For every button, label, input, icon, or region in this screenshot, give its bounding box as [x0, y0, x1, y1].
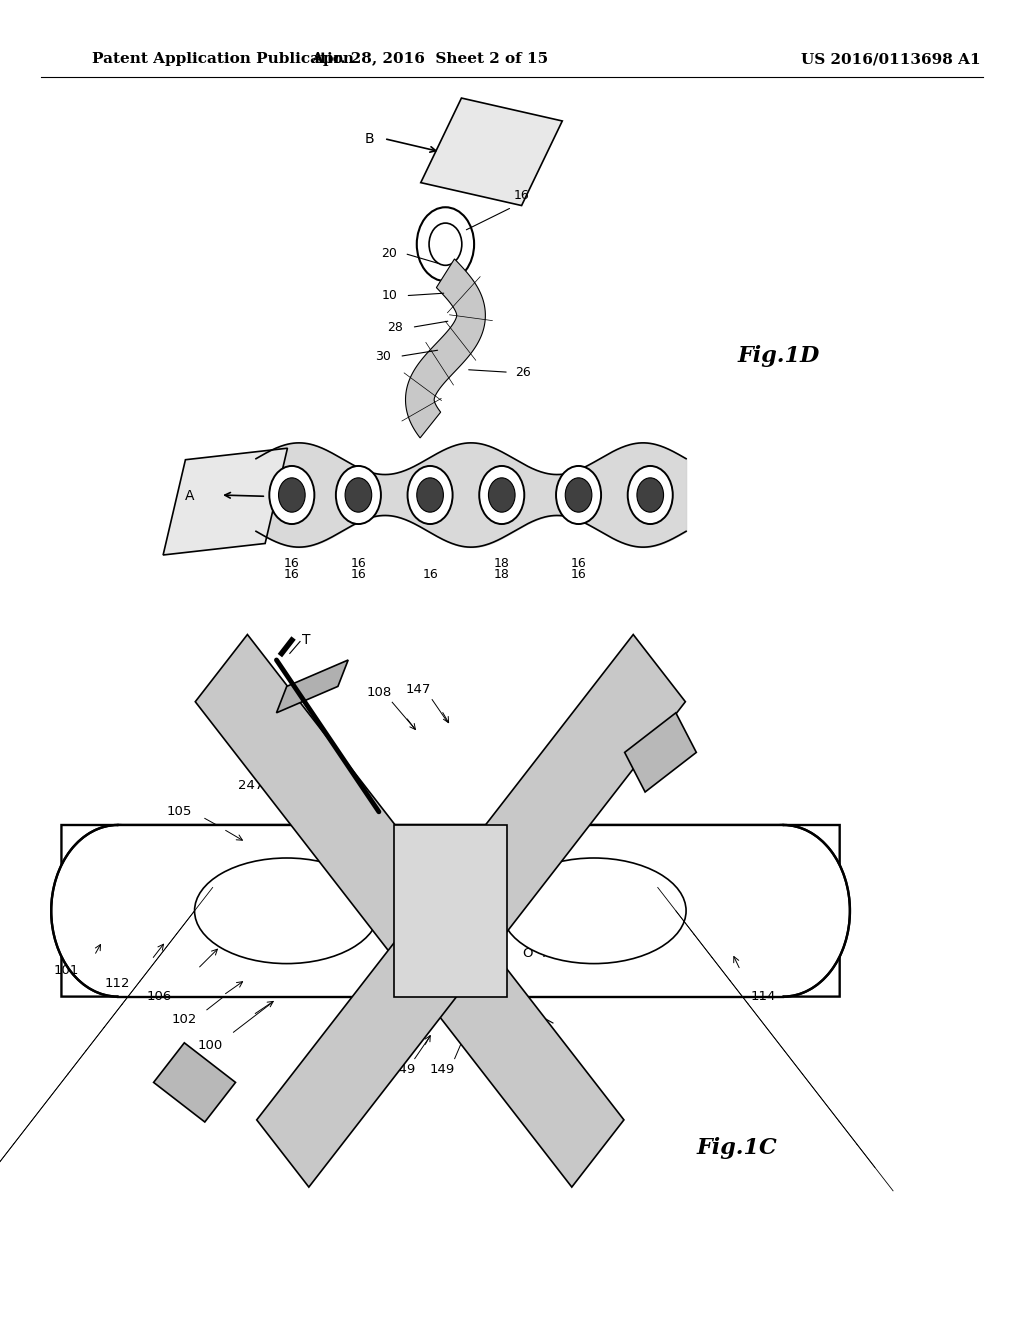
Text: Fig.1C: Fig.1C — [696, 1138, 777, 1159]
Circle shape — [429, 223, 462, 265]
Text: Patent Application Publication: Patent Application Publication — [92, 53, 354, 66]
Text: 10: 10 — [381, 289, 397, 302]
Text: O: O — [522, 946, 532, 960]
Text: 16: 16 — [570, 557, 587, 570]
Text: 18: 18 — [494, 568, 510, 581]
Polygon shape — [406, 259, 485, 438]
Circle shape — [479, 466, 524, 524]
Text: 149: 149 — [430, 1063, 455, 1076]
Text: 147: 147 — [406, 682, 430, 696]
Text: 114: 114 — [751, 990, 775, 1003]
Text: 30: 30 — [375, 350, 391, 363]
Polygon shape — [276, 660, 348, 713]
Polygon shape — [421, 98, 562, 206]
Polygon shape — [625, 713, 696, 792]
Polygon shape — [163, 449, 288, 554]
Circle shape — [51, 825, 184, 997]
Circle shape — [345, 478, 372, 512]
Ellipse shape — [502, 858, 686, 964]
Text: 16: 16 — [350, 557, 367, 570]
Circle shape — [488, 478, 515, 512]
Text: 16: 16 — [422, 568, 438, 581]
Text: US 2016/0113698 A1: US 2016/0113698 A1 — [801, 53, 981, 66]
FancyBboxPatch shape — [394, 825, 507, 997]
Text: 102: 102 — [172, 1012, 197, 1026]
Text: 16: 16 — [284, 568, 300, 581]
Text: 249: 249 — [390, 1063, 415, 1076]
Circle shape — [628, 466, 673, 524]
Text: Apr. 28, 2016  Sheet 2 of 15: Apr. 28, 2016 Sheet 2 of 15 — [311, 53, 549, 66]
Circle shape — [417, 478, 443, 512]
Text: 104: 104 — [608, 713, 633, 726]
Text: 105: 105 — [167, 805, 191, 818]
Text: T: T — [302, 634, 310, 647]
FancyBboxPatch shape — [61, 825, 840, 997]
Circle shape — [336, 466, 381, 524]
Bar — [118, 825, 783, 997]
Text: A: A — [544, 946, 552, 960]
Circle shape — [717, 825, 850, 997]
Circle shape — [556, 466, 601, 524]
Text: 18: 18 — [494, 557, 510, 570]
Text: 16: 16 — [514, 189, 529, 202]
Polygon shape — [196, 635, 624, 1187]
Text: 26: 26 — [515, 366, 530, 379]
Text: 16: 16 — [284, 557, 300, 570]
Circle shape — [269, 466, 314, 524]
Text: Fig.1D: Fig.1D — [737, 346, 819, 367]
Text: 100: 100 — [198, 1039, 222, 1052]
Polygon shape — [257, 635, 685, 1187]
Text: 103: 103 — [629, 743, 653, 756]
Circle shape — [637, 478, 664, 512]
Text: 247: 247 — [239, 779, 263, 792]
Text: 101: 101 — [54, 964, 79, 977]
Circle shape — [565, 478, 592, 512]
Text: 106: 106 — [146, 990, 171, 1003]
Text: A: A — [185, 490, 195, 503]
Text: 16: 16 — [350, 568, 367, 581]
Text: 28: 28 — [387, 321, 403, 334]
Circle shape — [408, 466, 453, 524]
Circle shape — [279, 478, 305, 512]
Ellipse shape — [195, 858, 379, 964]
Text: 112: 112 — [105, 977, 130, 990]
Text: 16: 16 — [570, 568, 587, 581]
Text: 10: 10 — [253, 739, 269, 752]
Polygon shape — [154, 1043, 236, 1122]
Text: 108: 108 — [367, 686, 391, 700]
Text: 20: 20 — [381, 247, 397, 260]
Text: B: B — [365, 132, 374, 145]
